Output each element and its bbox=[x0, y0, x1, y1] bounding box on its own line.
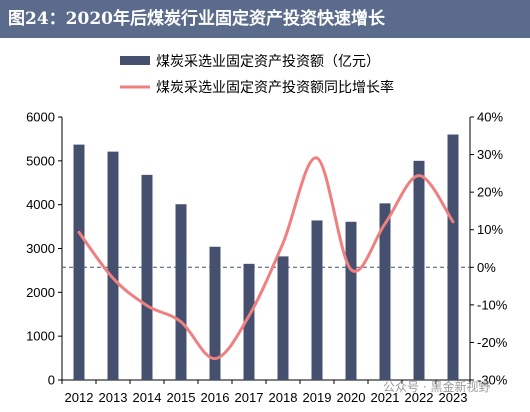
bar bbox=[175, 204, 187, 380]
bar bbox=[243, 263, 255, 380]
left-tick-label: 1000 bbox=[26, 329, 55, 344]
legend-line-label: 煤炭采选业固定资产投资额同比增长率 bbox=[156, 79, 394, 96]
left-tick-label: 3000 bbox=[26, 241, 55, 256]
left-tick-label: 5000 bbox=[26, 153, 55, 168]
bar bbox=[209, 246, 221, 380]
left-tick-label: 4000 bbox=[26, 197, 55, 212]
bar bbox=[73, 144, 85, 380]
x-tick-label: 2015 bbox=[167, 390, 196, 405]
x-tick-label: 2012 bbox=[65, 390, 94, 405]
legend-item-bar: 煤炭采选业固定资产投资额（亿元） bbox=[120, 54, 380, 70]
right-tick-label: -30% bbox=[477, 373, 508, 388]
right-tick-label: -20% bbox=[477, 335, 508, 350]
bar bbox=[379, 203, 391, 380]
right-tick-label: 10% bbox=[477, 222, 503, 237]
x-tick-label: 2021 bbox=[371, 390, 400, 405]
bar bbox=[311, 220, 323, 380]
x-tick-label: 2019 bbox=[303, 390, 332, 405]
x-tick-label: 2023 bbox=[439, 390, 468, 405]
bar bbox=[141, 174, 153, 380]
x-tick-label: 2020 bbox=[337, 390, 366, 405]
plot-area: 0 1000 2000 3000 4000 5000 6000 -30% -20% -10% 0% 1… bbox=[26, 110, 508, 406]
legend-bar-label: 煤炭采选业固定资产投资额（亿元） bbox=[156, 54, 380, 70]
bar bbox=[447, 134, 459, 380]
left-tick-label: 2000 bbox=[26, 285, 55, 300]
watermark-text: 公众号 · 黑金新视野 bbox=[383, 379, 490, 394]
left-tick-label: 0 bbox=[48, 373, 55, 388]
legend-bar-swatch bbox=[120, 56, 150, 65]
growth-rate-line bbox=[77, 156, 455, 361]
bar bbox=[345, 221, 357, 380]
x-tick-label: 2013 bbox=[99, 390, 128, 405]
x-tick-label: 2016 bbox=[201, 390, 230, 405]
x-tick-label: 2014 bbox=[133, 390, 162, 405]
x-tick-label: 2018 bbox=[269, 390, 298, 405]
bar bbox=[107, 151, 119, 380]
x-tick-label: 2017 bbox=[235, 390, 264, 405]
right-tick-label: 20% bbox=[477, 185, 503, 200]
right-tick-label: -10% bbox=[477, 297, 508, 312]
bar bbox=[413, 160, 425, 380]
watermark: 公众号 · 黑金新视野 bbox=[383, 379, 490, 394]
legend-item-line: 煤炭采选业固定资产投资额同比增长率 bbox=[120, 79, 394, 96]
right-tick-label: 30% bbox=[477, 147, 503, 162]
right-tick-label: 0% bbox=[477, 260, 496, 275]
x-tick-label: 2022 bbox=[405, 390, 434, 405]
legend: 煤炭采选业固定资产投资额（亿元） 煤炭采选业固定资产投资额同比增长率 bbox=[120, 54, 394, 96]
right-tick-label: 40% bbox=[477, 110, 503, 125]
bar bbox=[277, 256, 289, 380]
figure-title: 图24：2020年后煤炭行业固定资产投资快速增长 bbox=[0, 0, 530, 38]
left-tick-label: 6000 bbox=[26, 110, 55, 125]
